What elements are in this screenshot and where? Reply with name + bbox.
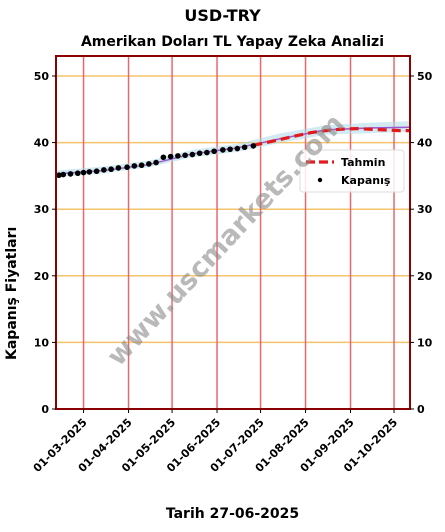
- closing-price-point: [74, 170, 81, 177]
- closing-price-point: [189, 151, 196, 158]
- closing-price-point: [86, 169, 93, 175]
- closing-price-point: [138, 162, 145, 169]
- y-tick-label-right: 20: [417, 270, 433, 283]
- closing-price-point: [241, 144, 248, 151]
- y-tick-label: 0: [41, 403, 49, 416]
- closing-price-point: [250, 143, 257, 149]
- closing-price-point: [227, 146, 233, 153]
- y-tick-label: 10: [34, 336, 50, 349]
- y-tick-label: 20: [34, 270, 50, 283]
- chart-title: USD-TRY: [184, 6, 261, 25]
- legend-closing-swatch: [317, 177, 323, 183]
- chart-subtitle: Amerikan Doları TL Yapay Zeka Analizi: [80, 34, 385, 50]
- y-tick-label-right: 0: [417, 403, 425, 416]
- x-axis-label: Tarih 27-06-2025: [165, 506, 300, 522]
- plot-frame: [55, 55, 411, 410]
- closing-price-point: [175, 153, 181, 159]
- closing-price-point: [182, 152, 188, 159]
- y-tick-label: 50: [34, 70, 50, 83]
- y-tick-label-right: 10: [417, 336, 433, 349]
- closing-price-point: [80, 169, 87, 176]
- closing-price-point: [196, 150, 203, 157]
- closing-price-point: [67, 171, 74, 177]
- closing-price-point: [211, 148, 217, 155]
- closing-price-point: [234, 145, 241, 152]
- closing-price-point: [204, 149, 210, 156]
- closing-price-point: [131, 163, 138, 169]
- closing-price-point: [167, 153, 174, 160]
- legend-closing-label: Kapanış: [341, 174, 391, 187]
- closing-price-point: [124, 164, 130, 171]
- closing-price-point: [220, 147, 226, 153]
- closing-price-point: [146, 161, 152, 167]
- closing-price-point: [56, 172, 62, 179]
- y-tick-label-right: 30: [417, 203, 433, 216]
- y-tick-label: 30: [34, 203, 50, 216]
- closing-price-point: [93, 168, 100, 175]
- y-tick-label-right: 50: [417, 70, 433, 83]
- closing-price-point: [115, 165, 122, 171]
- y-tick-label-right: 40: [417, 137, 433, 150]
- closing-price-point: [101, 167, 107, 173]
- y-tick-label: 40: [34, 137, 50, 150]
- closing-price-point: [160, 154, 167, 161]
- legend-forecast-label: Tahmin: [341, 156, 385, 169]
- closing-price-point: [153, 159, 159, 166]
- closing-price-point: [60, 171, 67, 178]
- closing-price-point: [108, 166, 114, 173]
